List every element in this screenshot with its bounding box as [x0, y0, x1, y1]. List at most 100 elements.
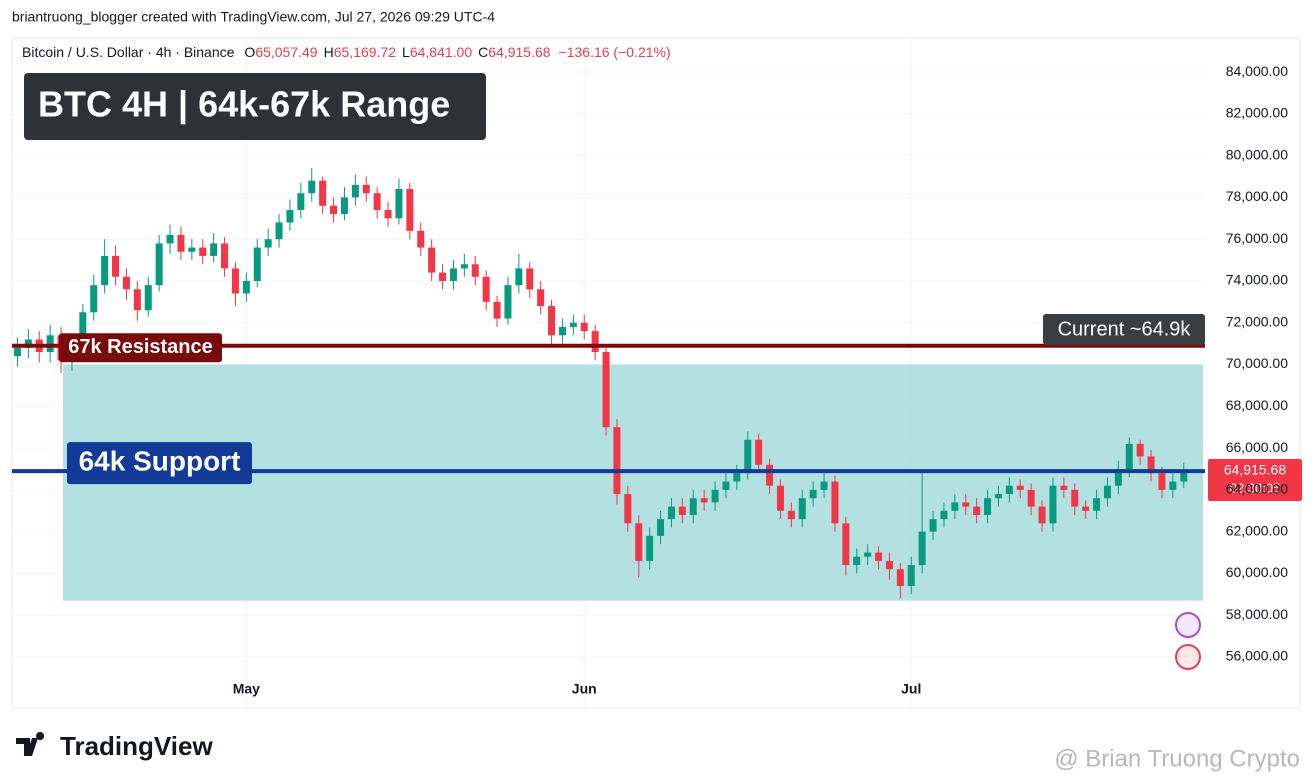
candle-body — [776, 485, 784, 511]
candle-body — [297, 193, 305, 210]
candle-body — [624, 494, 632, 524]
candle-body — [340, 197, 348, 215]
candle-body — [722, 481, 730, 490]
candle-body — [809, 489, 817, 499]
candle-body — [1071, 489, 1079, 507]
candle-body — [395, 189, 403, 219]
y-tick-label: 82,000.00 — [1226, 105, 1288, 121]
candle-body — [962, 502, 970, 507]
candle-body — [667, 506, 675, 520]
candle-body — [504, 285, 512, 319]
candle-body — [199, 247, 207, 256]
candle-body — [144, 285, 152, 311]
candle-body — [1169, 481, 1177, 490]
candle-body — [1158, 473, 1166, 490]
candle-body — [711, 489, 719, 503]
symbol-header: Bitcoin / U.S. Dollar · 4h · Binance O65,… — [22, 44, 671, 60]
countdown: 02:30:05 — [1230, 480, 1281, 495]
candle-body — [558, 326, 566, 336]
y-tick-label: 66,000.00 — [1226, 439, 1288, 455]
candle-body — [733, 473, 741, 482]
candle-body — [188, 247, 196, 252]
candle-body — [1049, 485, 1057, 524]
chart-title: BTC 4H | 64k-67k Range — [38, 84, 450, 126]
candle-body — [177, 235, 185, 252]
x-tick-label: Jun — [572, 681, 597, 697]
y-tick-label: 80,000.00 — [1226, 146, 1288, 162]
candle-body — [591, 331, 599, 353]
ohlc-key: O — [244, 44, 255, 60]
candle-body — [210, 243, 218, 256]
ohlc-key: C — [478, 44, 488, 60]
candle-body — [221, 243, 229, 269]
logo: TradingView — [60, 731, 213, 761]
candle-body — [79, 312, 87, 344]
candle-body — [526, 268, 534, 290]
candle-body — [1082, 506, 1090, 511]
ohlc-value: 64,841.00 — [410, 44, 472, 60]
candle-body — [678, 506, 686, 515]
ohlc-value: 64,915.68 — [488, 44, 550, 60]
candle-body — [569, 322, 577, 327]
current-label: Current ~64.9k — [1058, 318, 1192, 340]
candle-body — [896, 569, 904, 586]
candle-body — [449, 268, 457, 281]
change: −136.16 (−0.21%) — [559, 44, 671, 60]
credit: briantruong_blogger created with Trading… — [12, 9, 495, 25]
y-tick-label: 62,000.00 — [1226, 522, 1288, 538]
candle-body — [875, 552, 883, 561]
candle-body — [253, 247, 261, 281]
y-tick-label: 56,000.00 — [1226, 648, 1288, 664]
candle-body — [275, 222, 283, 240]
y-tick-label: 60,000.00 — [1226, 564, 1288, 580]
y-tick-label: 58,000.00 — [1226, 606, 1288, 622]
candle-body — [1136, 443, 1144, 457]
candle-body — [918, 531, 926, 566]
candle-body — [155, 243, 163, 286]
candle-body — [929, 519, 937, 532]
candle-body — [1093, 498, 1101, 511]
candle-body — [460, 264, 468, 269]
candle-body — [842, 523, 850, 566]
candle-body — [362, 184, 370, 194]
candle-body — [351, 184, 359, 198]
y-tick-label: 64,000.00 — [1226, 481, 1288, 497]
candle-body — [602, 352, 610, 428]
candle-body — [831, 481, 839, 524]
candle-body — [384, 209, 392, 219]
candle-body — [373, 193, 381, 210]
candle-body — [112, 255, 120, 277]
candle-body — [319, 180, 327, 206]
candle-body — [755, 439, 763, 465]
ohlc-value: 65,057.49 — [255, 44, 317, 60]
candle-body — [166, 235, 174, 244]
candle-body — [885, 560, 893, 570]
candle-body — [428, 247, 436, 273]
candle-body — [1180, 470, 1188, 482]
symbol: Bitcoin / U.S. Dollar · 4h · Binance — [22, 44, 235, 60]
candle-body — [798, 498, 806, 520]
candle-body — [820, 481, 828, 490]
candle-body — [700, 498, 708, 503]
candle-body — [853, 556, 861, 566]
level-box — [59, 333, 222, 363]
y-tick-label: 72,000.00 — [1226, 313, 1288, 329]
icon — [1175, 612, 1201, 638]
level-label: 67k Resistance — [68, 336, 213, 358]
candle-body — [744, 439, 752, 474]
candle-body — [580, 322, 588, 332]
candle-body — [133, 289, 141, 311]
candle-body — [482, 276, 490, 302]
y-tick-label: 78,000.00 — [1226, 188, 1288, 204]
candle-body — [1147, 456, 1155, 474]
title-box — [24, 73, 486, 140]
candle-body — [471, 264, 479, 277]
candle-body — [973, 506, 981, 515]
candle-body — [46, 335, 54, 353]
candle-body — [907, 565, 915, 586]
level-label: 64k Support — [79, 445, 241, 476]
candle-body — [286, 209, 294, 223]
candle-body — [1005, 485, 1013, 495]
candle-body — [101, 255, 109, 286]
